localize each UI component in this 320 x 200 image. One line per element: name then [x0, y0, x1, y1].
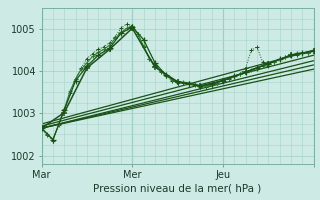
X-axis label: Pression niveau de la mer( hPa ): Pression niveau de la mer( hPa ) [93, 184, 262, 194]
